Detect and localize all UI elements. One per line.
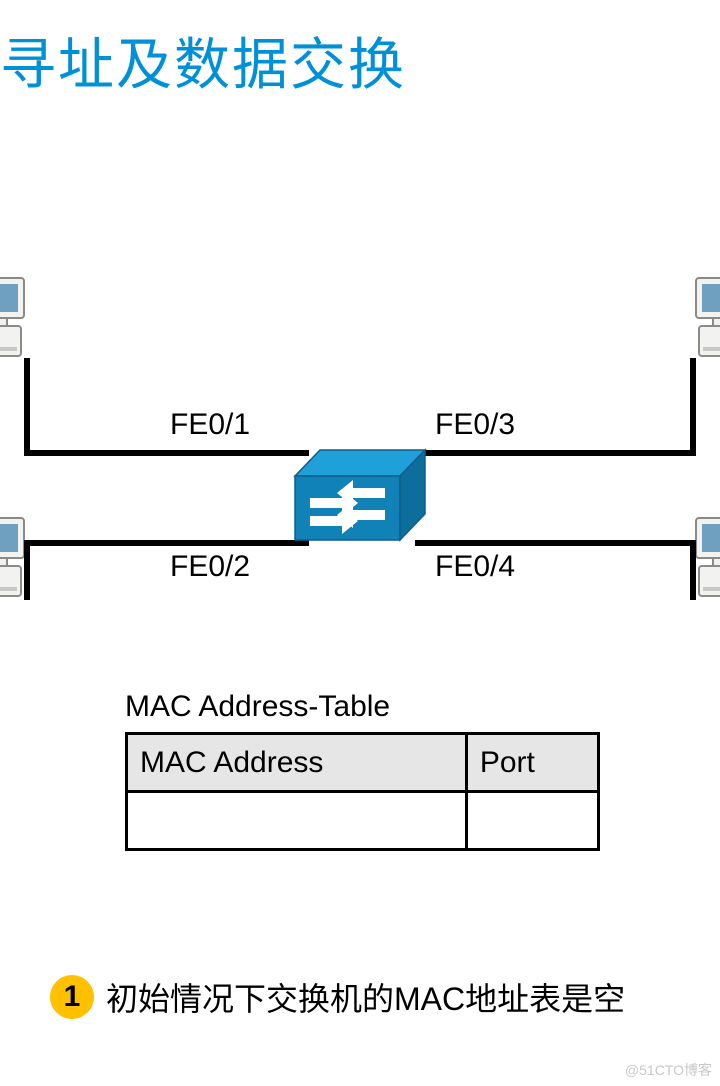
wire-tl-v bbox=[24, 358, 30, 456]
pc-top-left bbox=[0, 275, 27, 360]
network-diagram: FE0/1 FE0/3 FE0/2 FE0/4 bbox=[0, 260, 720, 660]
mac-table-block: MAC Address-Table MAC Address Port bbox=[125, 690, 600, 851]
table-title: MAC Address-Table bbox=[125, 690, 600, 724]
wire-tl-h bbox=[24, 450, 309, 456]
footer-note: 1 初始情况下交换机的MAC地址表是空 bbox=[50, 974, 625, 1020]
pc-top-right bbox=[693, 275, 720, 360]
port-label-1: FE0/1 bbox=[170, 408, 250, 442]
footer-text: 初始情况下交换机的MAC地址表是空 bbox=[106, 974, 625, 1020]
wire-br-h bbox=[415, 540, 696, 546]
wire-tr-h bbox=[415, 450, 696, 456]
watermark: @51CTO博客 bbox=[625, 1060, 712, 1080]
page-title: 寻址及数据交换 bbox=[0, 20, 406, 101]
cell-mac bbox=[127, 792, 467, 850]
wire-bl-v bbox=[24, 540, 30, 600]
switch-icon bbox=[290, 448, 430, 543]
wire-bl-h bbox=[24, 540, 309, 546]
cell-port bbox=[466, 792, 598, 850]
bullet-number-icon: 1 bbox=[50, 975, 94, 1019]
port-label-4: FE0/4 bbox=[435, 550, 515, 584]
mac-address-table: MAC Address Port bbox=[125, 732, 600, 851]
col-header-port: Port bbox=[466, 734, 598, 792]
col-header-mac: MAC Address bbox=[127, 734, 467, 792]
port-label-2: FE0/2 bbox=[170, 550, 250, 584]
wire-br-v bbox=[690, 540, 696, 600]
table-row bbox=[127, 792, 599, 850]
wire-tr-v bbox=[690, 358, 696, 456]
pc-bottom-left bbox=[0, 515, 27, 600]
port-label-3: FE0/3 bbox=[435, 408, 515, 442]
pc-bottom-right bbox=[693, 515, 720, 600]
